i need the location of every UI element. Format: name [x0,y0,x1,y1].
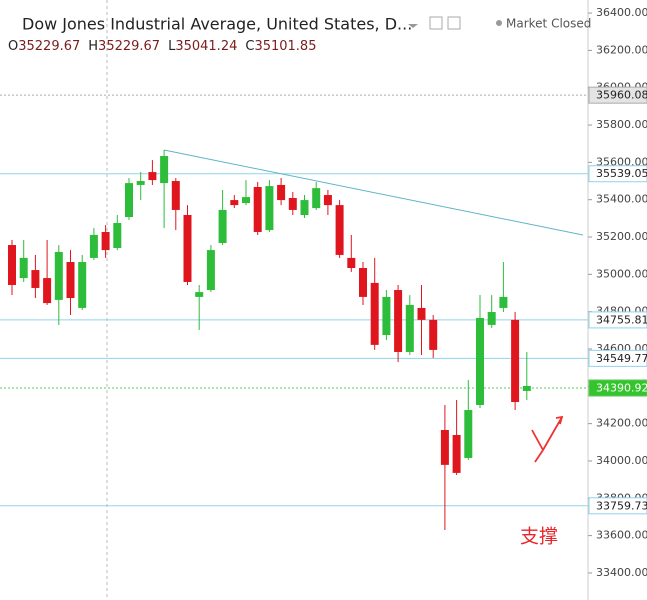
candle-body [253,186,262,232]
level-label-bg [588,86,647,104]
level-label-bg [588,349,647,367]
ohlc-key: C [245,39,254,54]
candle-body [440,429,449,465]
candle-body [160,156,169,184]
candle-body [265,186,274,231]
candle-body [323,195,332,206]
ohlc-value: 35229.67 [98,39,160,54]
candle-body [8,245,16,285]
candle-body [206,250,215,291]
candle-body [499,296,508,308]
candle-body [148,172,157,181]
plot [0,94,588,531]
icon[interactable] [429,16,443,30]
candle-body [487,312,496,325]
y-tick-label: 34000.00 [596,454,647,467]
candle-body [511,319,520,402]
candle-body [66,262,75,299]
level-label: 34755.81 [596,313,647,326]
candle-body [347,257,356,268]
ohlc-values: O35229.67 H35229.67 L35041.24 C35101.85 [8,39,316,54]
level-label-bg [588,311,647,329]
annotation: 支撑 [520,526,558,548]
y-tick-label: 35600.00 [596,155,647,168]
candle-body [312,188,321,209]
candle-body [125,183,133,218]
y-tick-label: 35400.00 [596,193,647,206]
level-label: 34549.77 [596,352,647,365]
candle-body [476,318,484,405]
y-tick-label: 34200.00 [596,417,647,430]
candle-body [78,262,87,308]
candle-body [230,200,239,206]
candle-body [54,251,63,300]
level-label: 34390.92 [596,382,647,395]
candle-body [242,197,250,204]
level-label-bg [588,165,647,183]
candle-body [300,200,309,215]
candle-body [359,267,367,297]
ohlc-value: 35101.85 [254,39,316,54]
candle-body [452,435,461,473]
y-tick-label: 36200.00 [596,43,647,56]
candle-body [136,181,145,185]
candle-body [89,234,98,258]
candle-body [183,214,192,282]
candle-body [113,223,122,249]
candle-body [405,304,414,352]
ohlc-value: 35041.24 [175,39,237,54]
ohlc: O35229.67 H35229.67 L35041.24 C35101.85 [8,39,316,54]
y-tick-label: 33600.00 [596,529,647,542]
candle-body [522,385,531,391]
candle-body [417,307,426,320]
y-tick-label: 33400.00 [596,566,647,579]
candle-body [101,231,110,251]
ohlc-key: O [8,39,18,54]
dropdown-icon[interactable] [408,24,418,28]
candle-body [429,319,438,350]
chart-title: Dow Jones Industrial Average, United Sta… [22,15,412,34]
level-label: 35539.05 [596,167,647,180]
level-labels: 35960.08 35539.05 34755.81 34549.77 34390.92… [588,86,647,515]
ohlc-key: L [168,39,176,54]
trendline [164,149,584,236]
icon[interactable] [447,16,461,30]
level-label-bg [588,497,647,515]
level-label: 35960.08 [596,89,647,102]
y-tick-label: 35200.00 [596,230,647,243]
candle-body [382,296,391,335]
candle-body [370,282,379,345]
status-dot [496,20,502,26]
candle-body [288,198,297,210]
candle-body [171,181,180,210]
level-label-bg [588,379,647,397]
candle-body [19,257,28,279]
candle-body [43,278,52,304]
market-status: Market Closed [506,17,591,31]
ohlc-value: 35229.67 [18,39,80,54]
check-mark [531,415,564,463]
candle-body [464,410,473,458]
level-label: 33759.73 [596,499,647,512]
candle-body [335,205,344,255]
candle-body [195,292,204,297]
y-tick-label: 35000.00 [596,267,647,280]
candle-body [31,270,40,288]
candle-body [277,184,286,201]
candle-body [218,209,227,243]
ohlc-key: H [88,39,98,54]
candle-body [394,290,403,352]
y-tick-label: 36400.00 [596,6,647,19]
y-tick-label: 35800.00 [596,118,647,131]
